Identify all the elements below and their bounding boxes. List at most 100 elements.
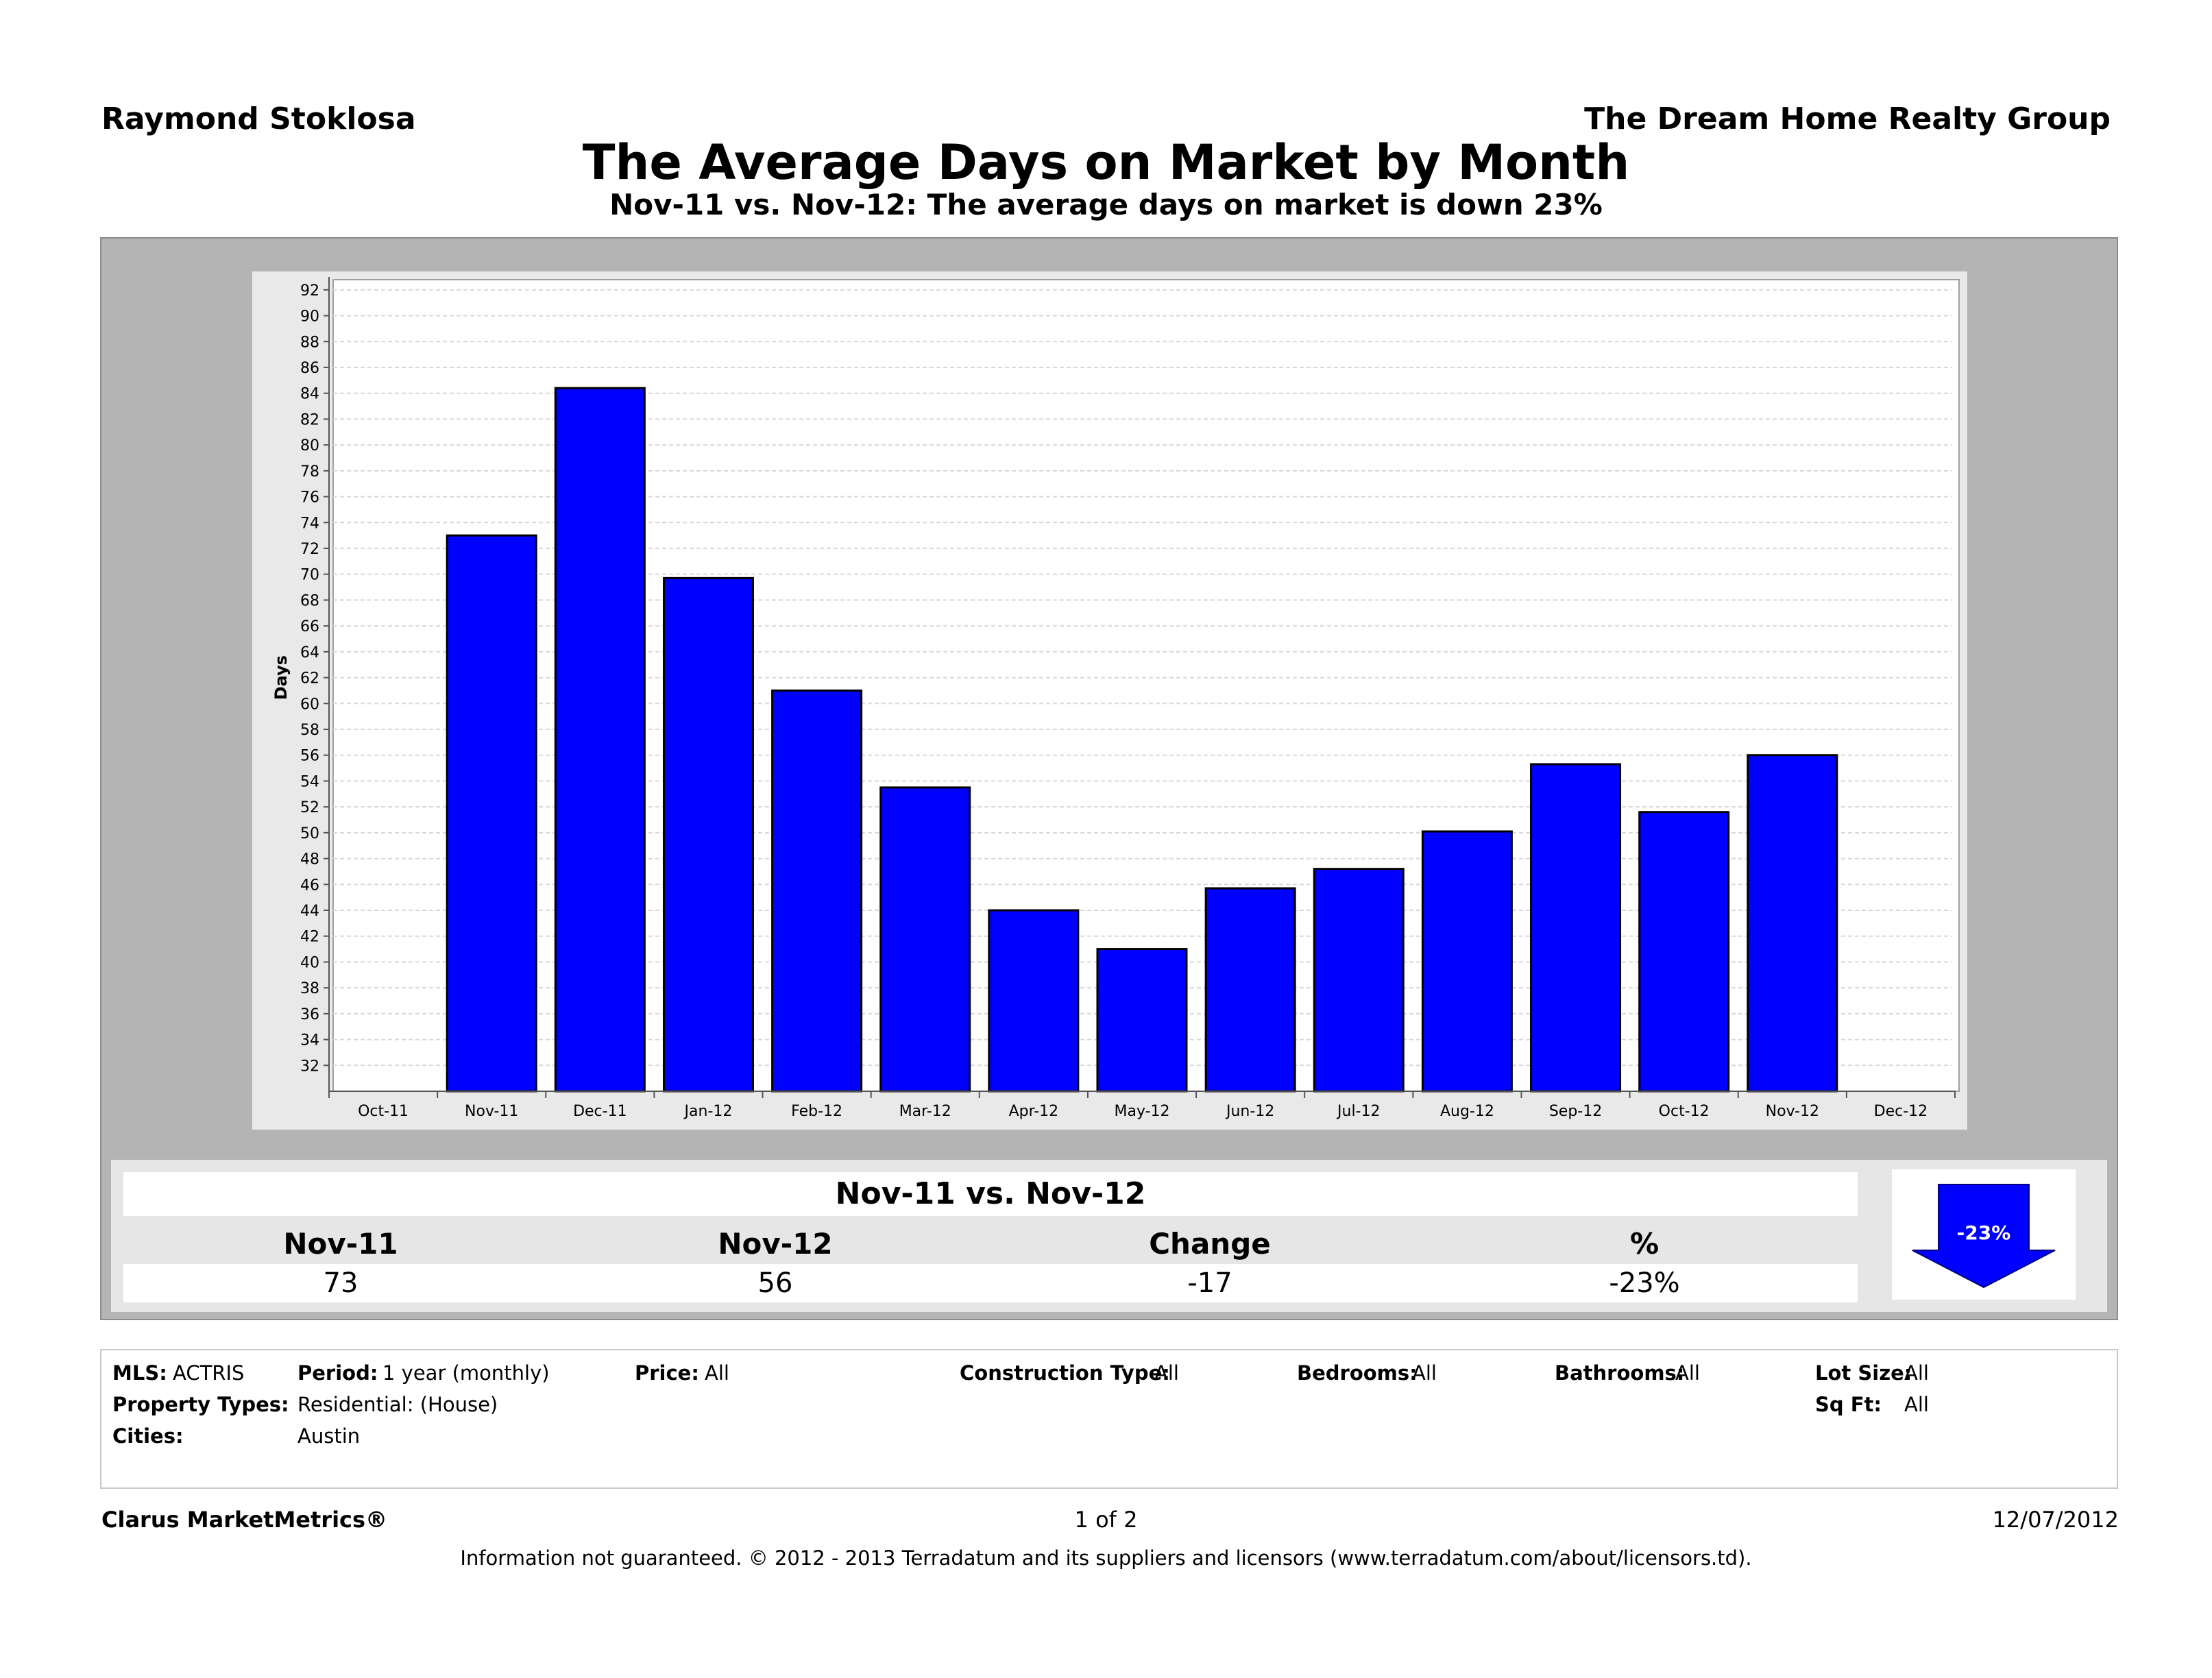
y-tick-label: 42 — [300, 929, 319, 946]
y-tick-label: 40 — [300, 954, 319, 971]
summary-value-percent: -23% — [1609, 1267, 1680, 1299]
y-tick-label: 46 — [300, 877, 319, 894]
y-tick-label: 48 — [300, 851, 319, 868]
construction-value: All — [1154, 1361, 1179, 1385]
sqft-value: All — [1904, 1393, 1929, 1416]
x-tick-label: Oct-12 — [1659, 1103, 1710, 1120]
summary-panel: Nov-11 vs. Nov-12 Nov-11 Nov-12 Change %… — [111, 1160, 2107, 1312]
chart-subtitle: Nov-11 vs. Nov-12: The average days on m… — [609, 188, 1603, 221]
bathrooms-label: Bathrooms: — [1555, 1361, 1685, 1385]
summary-header-percent: % — [1629, 1227, 1660, 1261]
cities-label: Cities: — [112, 1424, 184, 1448]
y-tick-label: 64 — [300, 644, 319, 661]
bar-sep-12 — [1530, 763, 1622, 1093]
property-types-label: Property Types: — [112, 1393, 289, 1416]
bar-apr-12 — [988, 909, 1080, 1093]
x-tick-label: Dec-11 — [573, 1103, 627, 1120]
x-tick-label: Sep-12 — [1549, 1103, 1602, 1120]
y-tick-label: 80 — [300, 437, 319, 454]
report-date: 12/07/2012 — [1992, 1507, 2119, 1533]
summary-title: Nov-11 vs. Nov-12 — [123, 1172, 1858, 1216]
x-tick-label: Jul-12 — [1336, 1103, 1380, 1120]
y-tick-label: 70 — [300, 567, 319, 584]
y-tick-label: 86 — [300, 360, 319, 377]
y-tick-label: 44 — [300, 903, 319, 920]
mls-value: ACTRIS — [173, 1361, 245, 1385]
lotsize-label: Lot Size: — [1815, 1361, 1912, 1385]
x-tick-label: Mar-12 — [899, 1103, 951, 1120]
x-tick-label: Aug-12 — [1440, 1103, 1494, 1120]
x-tick-label: May-12 — [1114, 1103, 1169, 1120]
brand-footer: Clarus MarketMetrics® — [101, 1507, 388, 1533]
y-tick-label: 78 — [300, 463, 319, 481]
x-tick-label: Nov-11 — [465, 1103, 518, 1120]
construction-label: Construction Type: — [960, 1361, 1170, 1385]
y-tick-label: 32 — [300, 1058, 319, 1075]
agent-name: Raymond Stoklosa — [101, 101, 416, 136]
y-tick-label: 88 — [300, 334, 319, 351]
down-arrow-icon: -23% — [1912, 1184, 2056, 1289]
y-tick-label: 68 — [300, 592, 319, 609]
change-badge: -23% — [1892, 1169, 2076, 1300]
x-tick-label: Nov-12 — [1766, 1103, 1819, 1120]
disclaimer: Information not guaranteed. © 2012 - 201… — [460, 1546, 1752, 1570]
y-tick-label: 52 — [300, 799, 319, 816]
bar-jul-12 — [1313, 868, 1405, 1093]
y-tick-label: 36 — [300, 1006, 319, 1023]
cities-value: Austin — [297, 1424, 361, 1448]
bedrooms-value: All — [1412, 1361, 1437, 1385]
bar-dec-11 — [554, 387, 646, 1093]
y-tick-label: 82 — [300, 411, 319, 428]
lotsize-value: All — [1904, 1361, 1929, 1385]
period-label: Period: — [297, 1361, 378, 1385]
bar-nov-12 — [1747, 754, 1838, 1093]
x-tick-label: Apr-12 — [1009, 1103, 1059, 1120]
summary-value-change: -17 — [1187, 1267, 1232, 1299]
y-tick-label: 72 — [300, 541, 319, 558]
y-axis-label: Days — [271, 655, 291, 700]
bar-may-12 — [1096, 948, 1188, 1093]
y-tick-label: 76 — [300, 489, 319, 507]
filter-info-box: MLS: ACTRIS Period: 1 year (monthly) Pri… — [100, 1349, 2118, 1489]
bar-nov-11 — [446, 534, 537, 1093]
y-tick-label: 58 — [300, 722, 319, 739]
y-tick-label: 92 — [300, 282, 319, 300]
summary-header-nov12: Nov-12 — [718, 1227, 833, 1261]
page-number: 1 of 2 — [1074, 1507, 1138, 1533]
period-value: 1 year (monthly) — [382, 1361, 550, 1385]
y-tick-label: 84 — [300, 386, 319, 403]
y-tick-label: 66 — [300, 618, 319, 635]
badge-text: -23% — [1957, 1221, 2011, 1244]
price-value: All — [705, 1361, 729, 1385]
summary-value-nov11: 73 — [323, 1267, 358, 1299]
bar-feb-12 — [771, 689, 863, 1093]
y-tick-label: 62 — [300, 670, 319, 688]
bathrooms-value: All — [1675, 1361, 1700, 1385]
y-tick-label: 60 — [300, 696, 319, 713]
y-tick-label: 54 — [300, 773, 319, 790]
summary-values-row — [123, 1264, 1858, 1302]
bar-jan-12 — [662, 576, 754, 1093]
price-label: Price: — [635, 1361, 699, 1385]
bar-aug-12 — [1421, 830, 1513, 1093]
y-tick-label: 90 — [300, 308, 319, 326]
summary-header-nov11: Nov-11 — [283, 1227, 398, 1261]
bar-mar-12 — [879, 786, 971, 1093]
x-tick-label: Jun-12 — [1225, 1103, 1274, 1120]
bar-jun-12 — [1204, 887, 1296, 1093]
y-tick-label: 50 — [300, 825, 319, 842]
x-tick-label: Oct-11 — [358, 1103, 409, 1120]
summary-header-change: Change — [1149, 1227, 1271, 1261]
chart-title: The Average Days on Market by Month — [582, 134, 1630, 191]
company-name: The Dream Home Realty Group — [1584, 101, 2111, 136]
y-tick-label: 34 — [300, 1032, 319, 1049]
y-tick-label: 38 — [300, 980, 319, 997]
sqft-label: Sq Ft: — [1815, 1393, 1882, 1416]
bedrooms-label: Bedrooms: — [1297, 1361, 1418, 1385]
bar-oct-12 — [1638, 811, 1730, 1093]
y-tick-label: 56 — [300, 748, 319, 765]
summary-value-nov12: 56 — [757, 1267, 793, 1299]
mls-label: MLS: — [112, 1361, 167, 1385]
x-tick-label: Feb-12 — [791, 1103, 842, 1120]
x-tick-label: Dec-12 — [1874, 1103, 1928, 1120]
